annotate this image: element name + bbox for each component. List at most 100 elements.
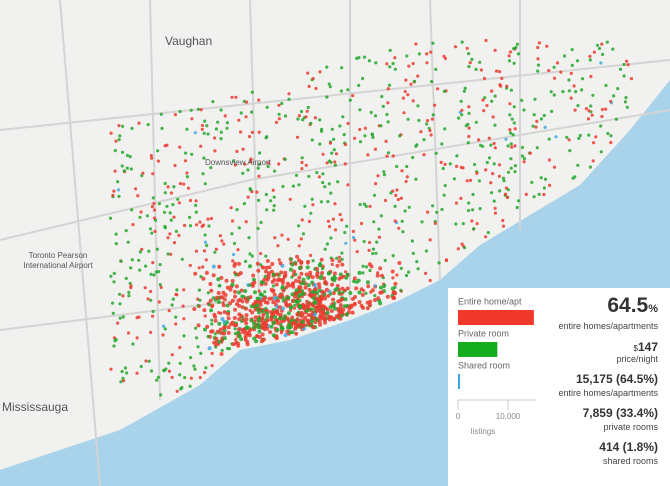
tick-label: 0: [456, 412, 461, 421]
listing-dot: [327, 159, 332, 163]
listing-dot: [211, 296, 215, 300]
listing-dot: [151, 172, 155, 176]
listing-dot: [341, 115, 345, 119]
listing-dot: [396, 197, 400, 202]
listing-dot: [112, 280, 116, 284]
listing-dot: [339, 275, 344, 280]
stat-value: 414 (1.8%): [599, 440, 658, 454]
listing-dot: [467, 134, 471, 139]
listing-dot: [359, 221, 364, 226]
listing-dot: [248, 328, 252, 333]
listing-dot: [493, 146, 497, 150]
listing-dot: [301, 118, 305, 122]
listing-dot: [455, 164, 459, 168]
listing-dot: [213, 318, 218, 323]
listing-dot: [295, 312, 300, 317]
listing-dot: [303, 285, 308, 290]
listing-dot: [340, 262, 345, 267]
listing-dot: [550, 109, 554, 113]
listing-dot: [211, 273, 216, 278]
listing-dot: [343, 162, 347, 166]
listing-dot: [332, 271, 337, 276]
price-value: 147: [637, 340, 658, 354]
listing-dot: [467, 201, 471, 205]
listing-dot: [448, 162, 452, 166]
listing-dot: [162, 324, 166, 328]
listing-dot: [604, 107, 608, 111]
listing-dot: [293, 326, 298, 331]
listing-dot: [455, 154, 459, 158]
stat-caption: shared rooms: [602, 456, 658, 466]
listing-dot: [357, 290, 362, 295]
listing-dot: [533, 97, 537, 101]
listing-dot: [298, 289, 303, 294]
listing-dot: [567, 89, 572, 93]
listing-dot: [233, 271, 237, 275]
listing-dot: [394, 193, 398, 197]
listing-dot: [271, 284, 276, 288]
listing-dot: [559, 70, 563, 74]
listing-dot: [239, 314, 244, 318]
listing-dot: [373, 298, 377, 302]
listing-dot: [285, 329, 290, 334]
listing-dot: [357, 270, 362, 275]
listing-dot: [167, 309, 171, 313]
listing-dot: [339, 89, 343, 93]
listing-dot: [516, 199, 521, 203]
listing-dot: [228, 287, 233, 292]
listing-dot: [522, 160, 526, 164]
listing-dot: [201, 265, 205, 269]
listing-dot: [340, 257, 344, 261]
listing-dot: [119, 259, 123, 263]
listing-dot: [232, 241, 237, 246]
listing-dot: [331, 291, 336, 296]
listing-dot: [272, 278, 277, 282]
listing-dot: [261, 265, 266, 270]
listing-dot: [580, 88, 584, 92]
listing-dot: [460, 40, 464, 44]
listing-dot: [482, 109, 486, 113]
listing-dot: [373, 294, 377, 298]
listing-dot: [222, 319, 227, 324]
listing-dot: [369, 264, 374, 269]
listing-dot: [307, 301, 312, 306]
listing-dot: [370, 288, 375, 293]
listing-dot: [226, 330, 231, 335]
listing-dot: [395, 188, 399, 192]
listing-dot: [283, 300, 288, 305]
listing-dot: [443, 127, 447, 131]
listing-dot: [233, 261, 238, 266]
listing-dot: [371, 135, 375, 139]
listing-dot: [323, 320, 327, 325]
listing-dot: [127, 290, 131, 294]
listing-dot: [321, 172, 325, 176]
listing-dot: [126, 331, 131, 335]
listing-dot: [295, 254, 300, 259]
listing-dot: [317, 285, 322, 290]
listing-dot: [509, 166, 513, 170]
listing-dot: [411, 251, 415, 255]
listing-dot: [537, 41, 542, 45]
listing-dot: [348, 98, 352, 102]
listing-dot: [542, 186, 547, 190]
listing-dot: [163, 224, 167, 229]
listing-dot: [168, 232, 172, 236]
listing-dot: [548, 183, 552, 187]
listing-dot: [320, 129, 324, 133]
listing-dot: [537, 192, 541, 196]
listing-dot: [155, 378, 159, 382]
listing-dot: [323, 280, 328, 285]
listing-dot: [205, 124, 209, 128]
price-currency: $: [633, 344, 638, 353]
listing-dot: [411, 155, 415, 160]
listing-dot: [219, 137, 223, 141]
listing-dot: [149, 298, 153, 302]
listing-dot: [327, 224, 332, 229]
listing-dot: [241, 171, 245, 175]
listing-dot: [322, 305, 327, 310]
listing-dot: [113, 169, 117, 173]
listing-dot: [405, 54, 409, 58]
listing-dot: [490, 191, 494, 195]
listing-dot: [159, 285, 163, 289]
listing-dot: [382, 173, 387, 177]
